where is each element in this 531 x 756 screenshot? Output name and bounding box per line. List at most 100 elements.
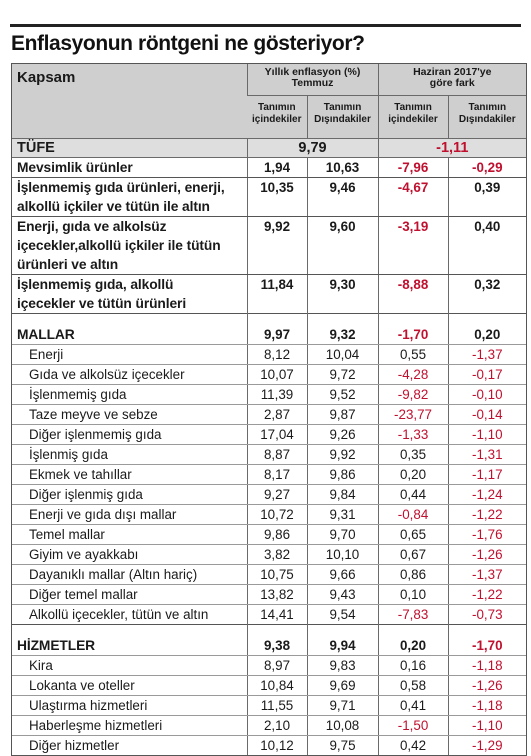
diff-included-cell: 0,41 [377,695,449,716]
tufe-label: TÜFE [12,138,247,158]
subheader-text: Tanımın [323,102,362,113]
diff-excluded-cell: -1,29 [447,735,527,755]
row-label: Temel mallar [12,524,247,545]
june-diff-header: Haziran 2017'ye göre fark [377,64,527,96]
table-row: Diğer işlenmemiş gıda 17,04 9,26 -1,33 -1,10 [12,424,527,445]
mallar-header-row: MALLAR 9,97 9,32 -1,70 0,20 [12,323,527,345]
subheader-text: içindekiler [252,114,302,125]
row-label: Ekmek ve tahıllar [12,464,247,485]
annual-included-cell: 10,35 [246,177,307,217]
row-label: Mevsimlik ürünler [12,157,247,178]
table-row: Enerji ve gıda dışı mallar 10,72 9,31 -0,84… [12,504,527,525]
diff-excluded-cell: -1,10 [447,424,527,445]
annual-included-cell: 1,94 [246,157,307,178]
annual-excluded-cell: 9,52 [306,384,379,405]
hizmetler-header-row: HİZMETLER 9,38 9,94 0,20 -1,70 [12,634,527,656]
diff-excluded-cell: -1,31 [447,444,527,465]
annual-included-cell: 13,82 [246,584,307,605]
annual-inflation-header: Yıllık enflasyon (%) Temmuz [246,64,379,96]
table-row: Lokanta ve oteller 10,84 9,69 0,58 -1,26 [12,675,527,696]
diff-excluded-cell: -1,22 [447,504,527,525]
diff-excluded-cell: 0,39 [447,177,527,217]
row-label: Dayanıklı mallar (Altın hariç) [12,564,247,585]
spacer-cell [12,313,247,323]
diff-excluded-cell: -1,18 [447,695,527,716]
header-row-1: Kapsam Yıllık enflasyon (%) Temmuz Hazir… [12,64,527,139]
subheader-included-1: Tanımın içindekiler [247,95,307,139]
diff-included-cell: 0,58 [377,675,449,696]
annual-included-cell: 9,92 [246,216,307,275]
diff-excluded-cell: -1,18 [447,655,527,676]
core-row: İşlenmemiş gıda, alkollü içecekler ve tüt… [12,274,527,314]
table-row: Kira 8,97 9,83 0,16 -1,18 [12,655,527,676]
june-diff-header-line1: Haziran 2017'ye [413,66,492,78]
diff-excluded-cell: 0,40 [447,216,527,275]
annual-included-cell: 9,38 [246,634,307,656]
diff-excluded-cell: -1,24 [447,484,527,505]
diff-included-cell: 0,20 [377,634,449,656]
row-label-line: ürünleri ve altın [17,257,119,272]
tufe-diff-value: -1,11 [377,138,527,158]
diff-excluded-cell: -0,29 [447,157,527,178]
annual-excluded-cell: 9,31 [306,504,379,525]
inflation-table: Kapsam Yıllık enflasyon (%) Temmuz Hazir… [12,64,527,755]
annual-included-cell: 17,04 [246,424,307,445]
table-row: Dayanıklı mallar (Altın hariç) 10,75 9,66 0… [12,564,527,585]
diff-included-cell: 0,55 [377,344,449,365]
core-row: Enerji, gıda ve alkolsüz içecekler,alkoll… [12,216,527,275]
annual-inflation-header-line2: Temmuz [291,77,334,89]
diff-excluded-cell: -1,37 [447,344,527,365]
annual-included-cell: 10,12 [246,735,307,755]
row-label-line: İşlenmemiş gıda ürünleri, enerji, [17,180,225,195]
annual-excluded-cell: 9,86 [306,464,379,485]
row-label: İşlenmemiş gıda ürünleri, enerji, alkollü… [12,177,247,217]
subheader-text: Tanımın [394,102,432,113]
row-label: Gıda ve alkolsüz içecekler [12,364,247,385]
row-label-line: Enerji, gıda ve alkolsüz [17,219,167,234]
annual-included-cell: 8,12 [246,344,307,365]
tufe-annual-value: 9,79 [246,138,379,158]
row-label-line: İşlenmemiş gıda, alkollü [17,277,174,292]
subheader-text: Tanımın [468,102,507,113]
annual-excluded-cell: 9,83 [306,655,379,676]
annual-included-cell: 2,10 [246,715,307,736]
annual-included-cell: 11,55 [246,695,307,716]
table-row: Haberleşme hizmetleri 2,10 10,08 -1,50 -1,10 [12,715,527,736]
annual-included-cell: 10,84 [246,675,307,696]
subheader-included-2: Tanımın içindekiler [377,95,449,139]
row-label: Kira [12,655,247,676]
core-row: İşlenmemiş gıda ürünleri, enerji, alkollü… [12,177,527,217]
diff-excluded-cell: 0,20 [447,323,527,345]
subheader-excluded-1: Tanımın Dışındakiler [306,95,379,139]
annual-included-cell: 8,97 [246,655,307,676]
subheader-excluded-2: Tanımın Dışındakiler [447,95,527,139]
row-label: İşlenmemiş gıda [12,384,247,405]
annual-included-cell: 11,39 [246,384,307,405]
diff-included-cell: -0,84 [377,504,449,525]
june-diff-header-line2: göre fark [429,77,475,89]
row-label: Enerji [12,344,247,365]
diff-excluded-cell: -1,70 [447,634,527,656]
annual-excluded-cell: 9,94 [306,634,379,656]
diff-included-cell: -1,33 [377,424,449,445]
annual-included-cell: 9,27 [246,484,307,505]
annual-excluded-cell: 9,43 [306,584,379,605]
core-row: Mevsimlik ürünler 1,94 10,63 -7,96 -0,29 [12,157,527,178]
annual-included-cell: 10,75 [246,564,307,585]
annual-excluded-cell: 9,72 [306,364,379,385]
table-row: Ulaştırma hizmetleri 11,55 9,71 0,41 -1,18 [12,695,527,716]
row-label: İşlenmemiş gıda, alkollü içecekler ve tüt… [12,275,247,314]
subheader-text: Dışındakiler [458,114,516,125]
row-label: İşlenmiş gıda [12,444,247,465]
spacer-cell [447,313,527,323]
annual-included-cell: 9,97 [246,323,307,345]
row-label-line: Mevsimlik ürünler [17,160,133,175]
annual-included-cell: 14,41 [246,604,307,625]
diff-excluded-cell: -0,17 [447,364,527,385]
annual-included-cell: 10,72 [246,504,307,525]
spacer-row [12,313,527,323]
table-row: Enerji 8,12 10,04 0,55 -1,37 [12,344,527,365]
spacer-row [12,624,527,634]
diff-excluded-cell: -1,76 [447,524,527,545]
top-rule [10,24,521,27]
